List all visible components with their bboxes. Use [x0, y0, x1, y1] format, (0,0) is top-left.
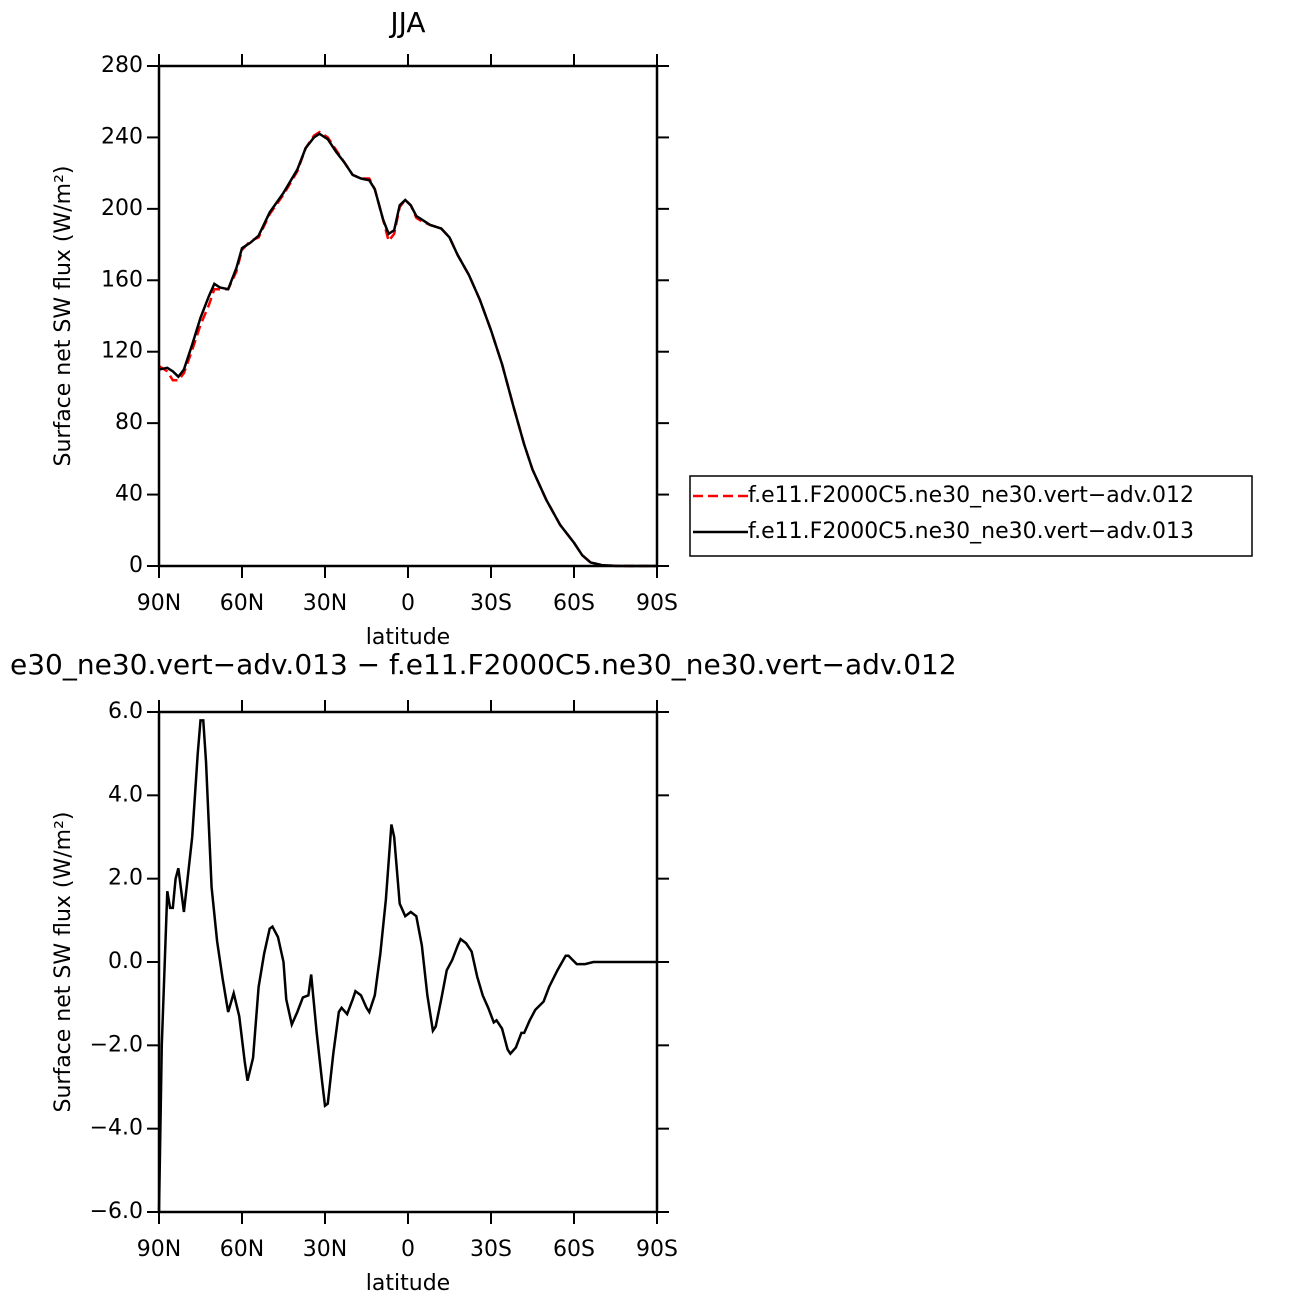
x-axis-label: latitude: [366, 1271, 450, 1296]
plot-frame: [157, 710, 659, 1214]
y-tick-label: 0: [129, 553, 143, 578]
x-tick-label: 30S: [470, 1237, 512, 1262]
y-tick-label: 4.0: [108, 782, 143, 807]
data-line: [158, 132, 657, 568]
y-tick-label: 200: [101, 196, 143, 221]
y-tick-label: 6.0: [108, 699, 143, 724]
y-tick-label: 120: [101, 339, 143, 364]
legend-box: [689, 475, 1253, 557]
x-tick-label: 60N: [220, 1237, 264, 1262]
y-tick-label: 0.0: [108, 949, 143, 974]
x-tick-label: 90S: [636, 591, 678, 616]
chart-title: e30_ne30.vert−adv.013 − f.e11.F2000C5.ne…: [10, 648, 957, 681]
x-tick-label: 60S: [553, 1237, 595, 1262]
x-tick-label: 30N: [303, 1237, 347, 1262]
x-tick-label: 90S: [636, 1237, 678, 1262]
y-tick-label: −6.0: [90, 1199, 143, 1224]
x-tick-label: 90N: [137, 1237, 181, 1262]
y-axis-label: Surface net SW flux (W/m²): [51, 811, 76, 1112]
plot-frame: [157, 64, 659, 568]
data-line: [158, 130, 657, 568]
x-tick-label: 60S: [553, 591, 595, 616]
legend-label: f.e11.F2000C5.ne30_ne30.vert−adv.013: [748, 519, 1194, 544]
y-axis-label: Surface net SW flux (W/m²): [51, 165, 76, 466]
y-tick-label: 80: [115, 410, 143, 435]
x-tick-label: 90N: [137, 591, 181, 616]
y-tick-label: 240: [101, 124, 143, 149]
y-tick-label: −2.0: [90, 1032, 143, 1057]
x-tick-label: 60N: [220, 591, 264, 616]
x-tick-label: 0: [401, 1237, 415, 1262]
y-tick-label: 160: [101, 267, 143, 292]
chart-title: JJA: [388, 6, 425, 39]
x-tick-label: 0: [401, 591, 415, 616]
x-tick-label: 30S: [470, 591, 512, 616]
y-tick-label: 2.0: [108, 866, 143, 891]
data-line: [157, 719, 657, 1213]
x-tick-label: 30N: [303, 591, 347, 616]
y-tick-label: −4.0: [90, 1116, 143, 1141]
x-axis-label: latitude: [366, 625, 450, 650]
y-tick-label: 280: [101, 53, 143, 78]
legend-label: f.e11.F2000C5.ne30_ne30.vert−adv.012: [748, 483, 1194, 508]
y-tick-label: 40: [115, 482, 143, 507]
